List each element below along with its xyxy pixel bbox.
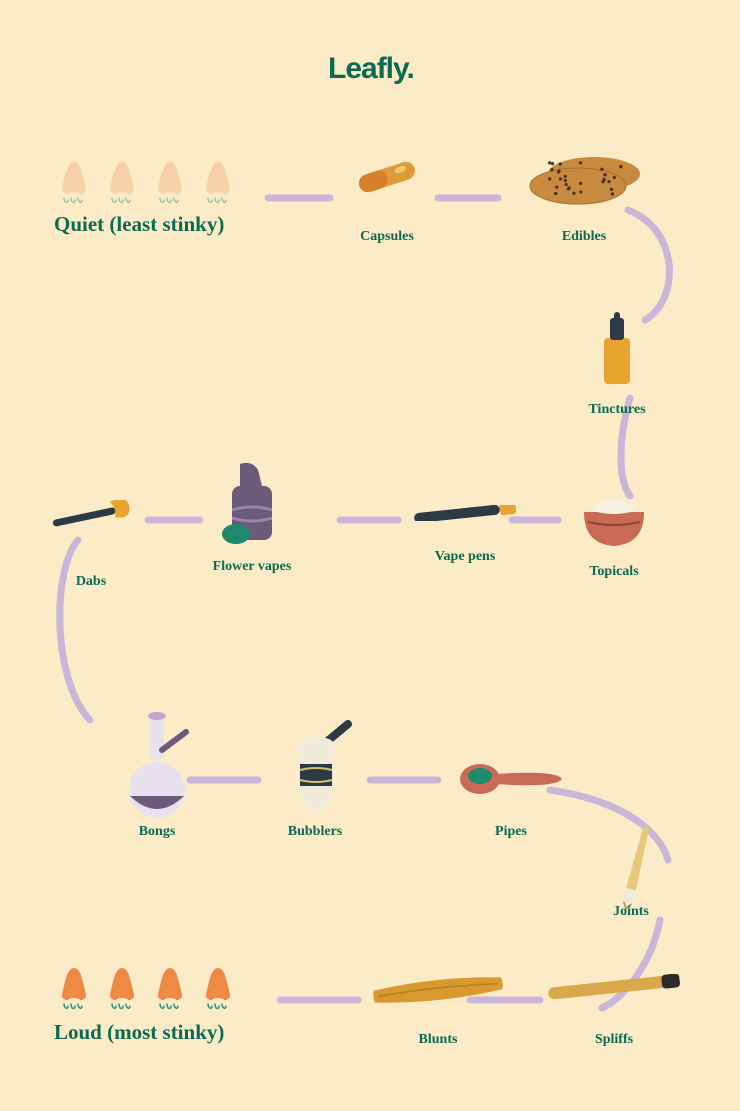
item-label-dabs: Dabs <box>36 574 146 590</box>
item-label-topicals: Topicals <box>564 564 664 580</box>
vapepens-icon <box>410 505 520 526</box>
loud-nose-row <box>54 964 238 1017</box>
quiet-nose-row <box>54 158 238 211</box>
item-label-tinctures: Tinctures <box>586 402 648 418</box>
item-vapepens <box>410 505 520 526</box>
item-label-bongs: Bongs <box>102 824 212 840</box>
item-label-capsules: Capsules <box>342 229 432 245</box>
bongs-icon <box>112 710 202 825</box>
topicals-icon <box>574 488 654 555</box>
item-blunts <box>368 974 508 1011</box>
item-pipes <box>456 760 566 803</box>
item-edibles <box>524 150 644 215</box>
item-bubblers <box>276 720 354 821</box>
item-label-bubblers: Bubblers <box>266 824 364 840</box>
item-spliffs <box>544 974 684 1005</box>
nose-icon <box>54 158 94 211</box>
item-flowervapes <box>218 460 286 551</box>
blunts-icon <box>368 974 508 1011</box>
nose-icon <box>102 158 142 211</box>
item-bongs <box>112 710 202 825</box>
nose-icon <box>150 158 190 211</box>
item-label-spliffs: Spliffs <box>534 1032 694 1048</box>
edibles-icon <box>524 150 644 215</box>
logo-text: Leafly. <box>328 52 414 86</box>
item-label-vapepens: Vape pens <box>400 549 530 565</box>
spliffs-icon <box>544 974 684 1005</box>
pipes-icon <box>456 760 566 803</box>
item-label-blunts: Blunts <box>358 1032 518 1048</box>
item-joints <box>622 820 652 915</box>
infographic-canvas: Leafly. Quiet (least stinky) Loud (most … <box>0 0 740 1111</box>
item-capsules <box>352 160 422 199</box>
item-label-joints: Joints <box>612 904 650 920</box>
dabs-icon <box>46 500 136 535</box>
item-dabs <box>46 500 136 535</box>
quiet-scale-label: Quiet (least stinky) <box>54 212 224 237</box>
item-label-edibles: Edibles <box>514 229 654 245</box>
nose-icon <box>54 964 94 1017</box>
bubblers-icon <box>276 720 354 821</box>
item-label-pipes: Pipes <box>446 824 576 840</box>
flowervapes-icon <box>218 460 286 551</box>
tinctures-icon <box>596 310 638 395</box>
nose-icon <box>150 964 190 1017</box>
nose-icon <box>198 158 238 211</box>
nose-icon <box>198 964 238 1017</box>
item-topicals <box>574 488 654 555</box>
loud-scale-label: Loud (most stinky) <box>54 1020 224 1045</box>
joints-icon <box>622 820 652 915</box>
item-tinctures <box>596 310 638 395</box>
capsules-icon <box>352 160 422 199</box>
item-label-flowervapes: Flower vapes <box>208 559 296 575</box>
nose-icon <box>102 964 142 1017</box>
